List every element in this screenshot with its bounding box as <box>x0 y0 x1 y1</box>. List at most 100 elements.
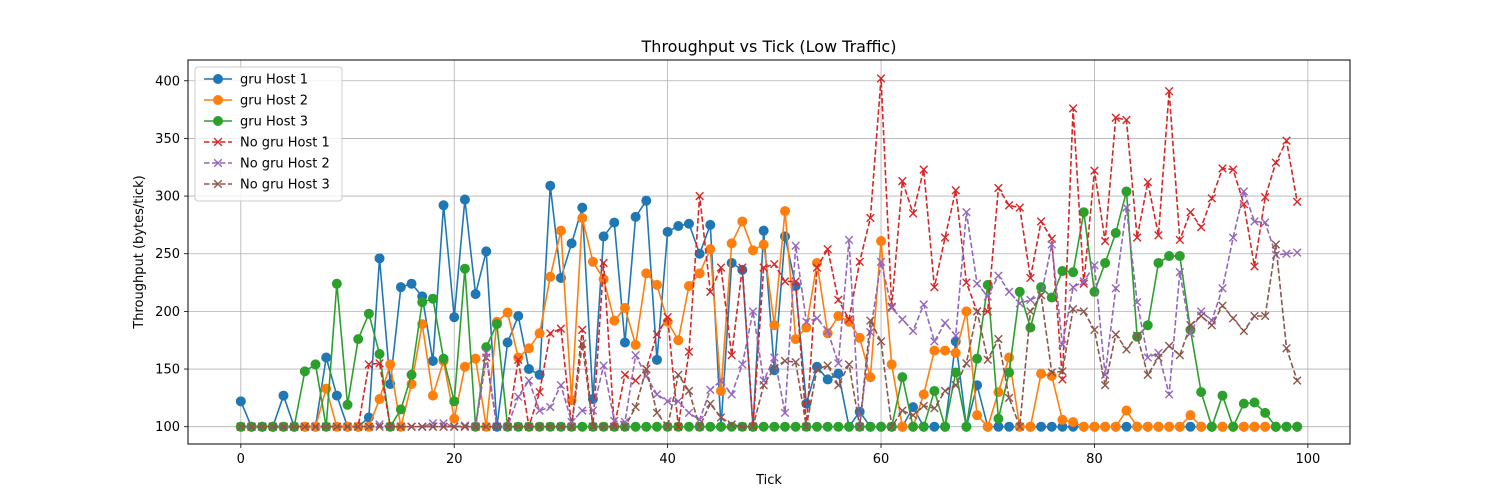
data-point <box>545 180 556 191</box>
data-point <box>278 390 289 401</box>
y-tick-label: 200 <box>155 305 180 320</box>
data-point <box>823 244 832 254</box>
data-point <box>684 347 694 357</box>
data-point <box>1228 233 1238 242</box>
legend-marker <box>213 74 223 84</box>
series-line <box>240 190 1298 428</box>
data-point <box>1068 267 1079 278</box>
data-point <box>705 219 716 230</box>
data-point <box>513 355 523 365</box>
data-point <box>1292 197 1302 207</box>
data-point <box>1228 165 1238 174</box>
data-point <box>791 241 800 250</box>
data-point <box>674 397 683 406</box>
data-point <box>374 394 385 405</box>
data-point <box>962 358 971 368</box>
data-point <box>951 331 961 340</box>
data-point <box>481 342 492 353</box>
data-point <box>1185 410 1196 421</box>
data-point <box>428 422 438 431</box>
data-point <box>1186 320 1195 330</box>
data-point <box>343 422 352 431</box>
data-point <box>855 422 864 431</box>
data-point <box>994 183 1003 193</box>
data-point <box>631 376 640 385</box>
data-point <box>459 263 470 274</box>
data-point <box>577 421 588 432</box>
data-point <box>962 278 971 287</box>
data-point <box>994 271 1003 280</box>
data-point <box>375 422 384 431</box>
data-point <box>715 421 726 432</box>
data-point <box>247 422 256 431</box>
data-point <box>1260 421 1271 432</box>
data-point <box>1218 284 1227 293</box>
data-point <box>1250 311 1259 321</box>
data-point <box>1025 421 1036 432</box>
data-point <box>812 314 822 323</box>
data-point <box>417 297 428 308</box>
data-point <box>726 238 737 249</box>
data-point <box>1004 393 1014 403</box>
data-point <box>972 279 982 289</box>
legend-marker <box>213 158 223 168</box>
data-point <box>866 327 875 337</box>
data-point <box>1143 353 1153 362</box>
data-point <box>1142 320 1153 331</box>
data-point <box>321 352 332 363</box>
data-point <box>929 385 940 396</box>
data-point <box>599 361 608 370</box>
data-point <box>279 422 288 431</box>
data-point <box>1026 295 1035 305</box>
data-point <box>1239 187 1249 196</box>
data-point <box>908 209 918 218</box>
x-tick-label: 20 <box>446 452 463 467</box>
x-tick-label: 0 <box>237 452 245 467</box>
data-point <box>1206 421 1217 432</box>
data-point <box>1068 104 1078 113</box>
data-point <box>236 422 246 431</box>
data-point <box>385 359 396 370</box>
data-point <box>1079 277 1089 286</box>
data-point <box>1260 407 1271 418</box>
data-point <box>1174 251 1185 262</box>
data-point <box>673 335 684 346</box>
data-point <box>1239 326 1249 336</box>
data-point <box>1111 284 1121 293</box>
x-tick-label: 100 <box>1295 452 1320 467</box>
data-point <box>1015 203 1025 212</box>
data-point <box>887 422 897 431</box>
y-tick-label: 100 <box>155 420 180 435</box>
data-point <box>523 364 534 375</box>
data-point <box>876 421 887 432</box>
data-point <box>427 390 438 401</box>
y-tick-label: 350 <box>155 132 180 147</box>
data-point <box>780 421 791 432</box>
data-point <box>1196 222 1206 232</box>
data-point <box>1175 235 1185 245</box>
data-point <box>983 307 993 316</box>
data-point <box>235 396 246 407</box>
data-point <box>940 233 950 242</box>
data-point <box>449 413 460 424</box>
data-point <box>866 316 875 325</box>
legend-item: gru Host 3 <box>204 115 308 130</box>
data-point <box>598 231 609 242</box>
data-point <box>1058 375 1067 384</box>
series-6 <box>236 240 1302 431</box>
legend-item: gru Host 2 <box>204 94 308 109</box>
data-point <box>748 307 758 316</box>
data-point <box>780 408 790 418</box>
data-point <box>630 421 641 432</box>
data-point <box>854 332 865 343</box>
legend-label: gru Host 1 <box>240 73 308 88</box>
data-point <box>1292 248 1302 257</box>
data-point <box>1217 421 1228 432</box>
data-point <box>652 390 662 399</box>
data-point <box>353 422 363 431</box>
data-point <box>930 337 939 346</box>
data-point <box>609 217 620 228</box>
data-point <box>502 337 513 348</box>
data-point <box>663 312 672 322</box>
data-point <box>919 401 929 411</box>
